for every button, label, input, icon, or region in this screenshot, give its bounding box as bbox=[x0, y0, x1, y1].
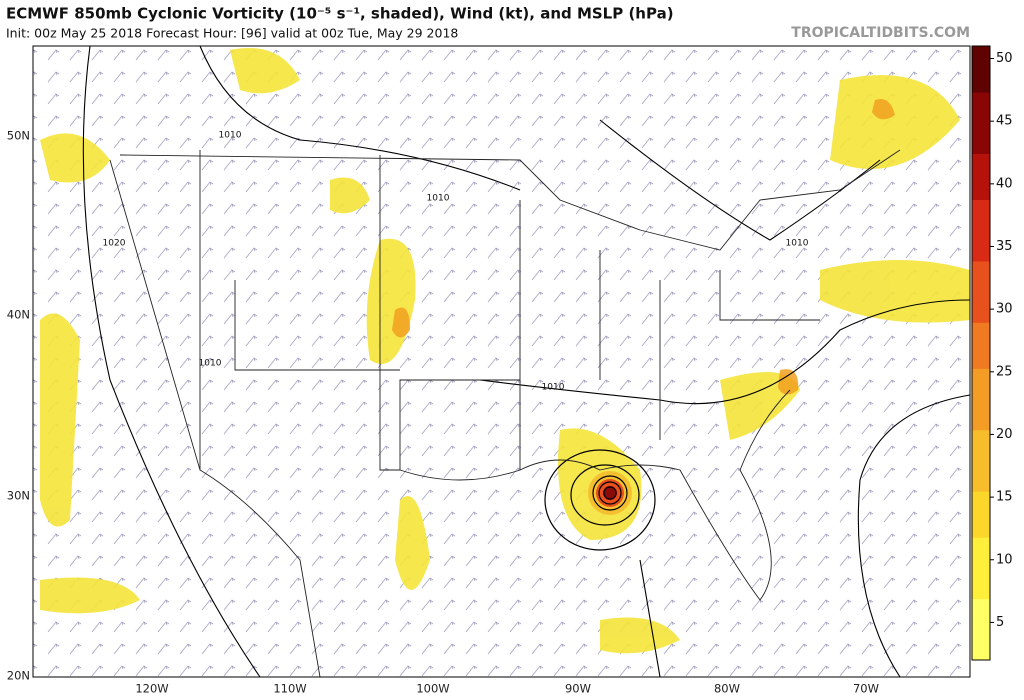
map-area bbox=[33, 45, 971, 678]
colorbar-band bbox=[972, 644, 990, 661]
colorbar-band bbox=[972, 230, 990, 247]
colorbar-band bbox=[972, 445, 990, 461]
colorbar-band bbox=[972, 537, 990, 554]
colorbar-band bbox=[972, 567, 990, 584]
colorbar-band bbox=[972, 76, 990, 93]
colorbar-band bbox=[972, 583, 990, 600]
colorbar-band bbox=[972, 353, 990, 369]
lat-label: 20N bbox=[7, 669, 30, 683]
colorbar-band bbox=[972, 629, 990, 646]
lon-label: 90W bbox=[565, 682, 591, 696]
colorbar-tick-label: 20 bbox=[996, 427, 1013, 442]
lat-label: 40N bbox=[7, 308, 30, 322]
colorbar-band bbox=[972, 138, 990, 154]
colorbar-tick-label: 30 bbox=[996, 302, 1013, 317]
colorbar-band bbox=[972, 92, 990, 108]
lon-label: 110W bbox=[273, 682, 306, 696]
colorbar-band bbox=[972, 429, 990, 446]
lat-label: 30N bbox=[7, 489, 30, 503]
colorbar-band bbox=[972, 306, 990, 323]
colorbar-tick-label: 50 bbox=[996, 51, 1013, 66]
lon-label: 100W bbox=[416, 682, 449, 696]
colorbar-tick-label: 25 bbox=[996, 364, 1013, 379]
colorbar-band bbox=[972, 245, 990, 262]
colorbar-band bbox=[972, 506, 990, 523]
colorbar-band bbox=[972, 383, 990, 400]
colorbar-tick-label: 5 bbox=[996, 615, 1004, 630]
colorbar-band bbox=[972, 46, 990, 62]
colorbar-tick-label: 10 bbox=[996, 552, 1013, 567]
lon-label: 80W bbox=[714, 682, 740, 696]
colorbar-band bbox=[972, 276, 990, 293]
isobar-label: 1010 bbox=[427, 194, 450, 204]
colorbar-frame bbox=[971, 45, 991, 661]
colorbar-band bbox=[972, 399, 990, 415]
colorbar-band bbox=[972, 199, 990, 216]
colorbar-band bbox=[972, 598, 990, 615]
colorbar-band bbox=[972, 491, 990, 507]
colorbar-band bbox=[972, 460, 990, 477]
title: ECMWF 850mb Cyclonic Vorticity (10⁻⁵ s⁻¹… bbox=[6, 5, 674, 23]
colorbar-band bbox=[972, 475, 990, 492]
longitude-labels: 120W 110W 100W 90W 80W 70W bbox=[135, 682, 879, 696]
colorbar-band bbox=[972, 337, 990, 354]
colorbar-tick-label: 35 bbox=[996, 239, 1013, 254]
isobar-label: 1010 bbox=[199, 359, 222, 369]
colorbar-band bbox=[972, 368, 990, 385]
colorbar-band bbox=[972, 214, 990, 231]
colorbar: 5 10 15 20 25 30 35 40 45 50 bbox=[971, 45, 1013, 661]
isobar-label: 1010 bbox=[219, 131, 242, 141]
subtitle: Init: 00z May 25 2018 Forecast Hour: [96… bbox=[6, 26, 458, 41]
colorbar-band bbox=[972, 184, 990, 200]
colorbar-band bbox=[972, 260, 990, 277]
colorbar-band bbox=[972, 322, 990, 339]
colorbar-band bbox=[972, 613, 990, 630]
colorbar-band bbox=[972, 107, 990, 124]
colorbar-band bbox=[972, 122, 990, 139]
lon-label: 120W bbox=[135, 682, 168, 696]
isobar-label: 1010 bbox=[542, 383, 565, 393]
colorbar-band bbox=[972, 168, 990, 185]
isobar-label: 1010 bbox=[786, 239, 809, 249]
lon-label: 70W bbox=[853, 682, 879, 696]
colorbar-band bbox=[972, 291, 990, 308]
colorbar-band bbox=[972, 552, 990, 569]
watermark: TROPICALTIDBITS.COM bbox=[791, 25, 970, 41]
latitude-labels: 50N 40N 30N 20N bbox=[7, 129, 30, 683]
isobar-label: 1020 bbox=[103, 239, 126, 249]
colorbar-band bbox=[972, 61, 990, 78]
colorbar-tick-label: 40 bbox=[996, 176, 1013, 191]
colorbar-band bbox=[972, 153, 990, 170]
colorbar-band bbox=[972, 414, 990, 431]
isobar-labels: 1010 1010 1020 1010 1010 1010 bbox=[103, 131, 809, 393]
lat-label: 50N bbox=[7, 129, 30, 143]
colorbar-tick-label: 15 bbox=[996, 490, 1013, 505]
colorbar-band bbox=[972, 521, 990, 538]
colorbar-tick-label: 45 bbox=[996, 114, 1013, 129]
map-frame bbox=[32, 45, 971, 678]
